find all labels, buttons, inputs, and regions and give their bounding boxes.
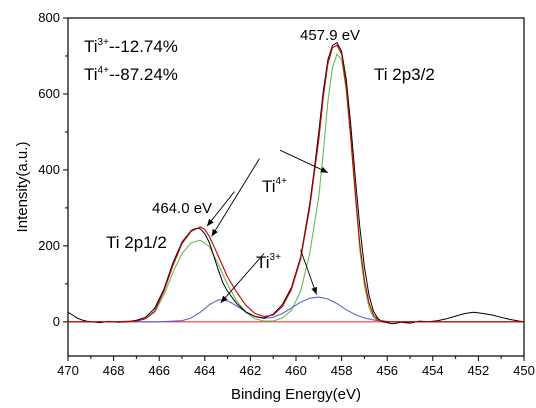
ratio-ti4-charge: 4+ [98, 65, 110, 76]
y-tick-label: 800 [38, 10, 60, 25]
ti4-arrow-right [279, 149, 329, 173]
ratio-ti4-value: --87.24% [109, 65, 178, 84]
ti3-arrow-right-head [311, 286, 317, 295]
x-tick-label: 462 [240, 363, 262, 378]
x-tick-label: 452 [468, 363, 490, 378]
ti4-arrow-left [211, 158, 260, 237]
x-tick-label: 466 [148, 363, 170, 378]
x-tick-label: 470 [57, 363, 79, 378]
peak-sub-pointer [206, 191, 235, 227]
axis-ticks: 470 468 466 464 462 460 458 456 454 452 450 0 200 400… [38, 10, 535, 378]
series-raw [67, 42, 525, 325]
peak-sub-value: 464.0 eV [152, 200, 212, 217]
x-tick-label: 460 [285, 363, 307, 378]
ti3-label: Ti3+ [256, 252, 281, 272]
ti4-arrow-left-head [211, 228, 218, 237]
peak-sub-pointer-head [207, 218, 214, 227]
y-tick-label: 400 [38, 162, 60, 177]
peak-main-name: Ti 2p3/2 [374, 65, 435, 84]
ratio-ti3-label: Ti3+--12.74% [84, 37, 178, 56]
series-envelope [68, 44, 524, 323]
ti3-arrow-left [220, 253, 265, 304]
x-tick-label: 458 [331, 363, 353, 378]
ti4-label-charge: 4+ [276, 176, 288, 187]
x-tick-label: 464 [194, 363, 216, 378]
peak-main-value: 457.9 eV [300, 27, 360, 44]
annotation-arrows [206, 149, 329, 304]
ti4-arrow-right-head [320, 166, 328, 173]
y-tick-label: 0 [53, 314, 60, 329]
ratio-ti3-charge: 3+ [98, 37, 110, 48]
y-axis-title: Intensity(a.u.) [14, 142, 31, 233]
series-group [67, 42, 525, 325]
ti4-label-ion: Ti [262, 177, 276, 196]
y-tick-label: 600 [38, 86, 60, 101]
ti4-label: Ti4+ [262, 176, 287, 196]
x-tick-label: 468 [103, 363, 125, 378]
series-ti3-fit [68, 296, 524, 323]
y-tick-label: 200 [38, 238, 60, 253]
ti3-arrow-right [300, 249, 317, 295]
ti3-arrow-left-head [220, 295, 228, 303]
ratio-ti3-ion: Ti [84, 37, 98, 56]
ratio-ti4-ion: Ti [84, 65, 98, 84]
x-tick-label: 456 [376, 363, 398, 378]
ratio-ti3-value: --12.74% [109, 37, 178, 56]
ratio-ti4-label: Ti4+--87.24% [84, 65, 178, 84]
x-tick-label: 454 [422, 363, 444, 378]
x-tick-label: 450 [513, 363, 535, 378]
series-ti4-fit [68, 52, 524, 323]
peak-sub-name: Ti 2p1/2 [106, 233, 167, 252]
ti3-label-charge: 3+ [270, 252, 282, 263]
x-axis-title: Binding Energy(eV) [231, 386, 361, 403]
ti3-label-ion: Ti [256, 253, 270, 272]
